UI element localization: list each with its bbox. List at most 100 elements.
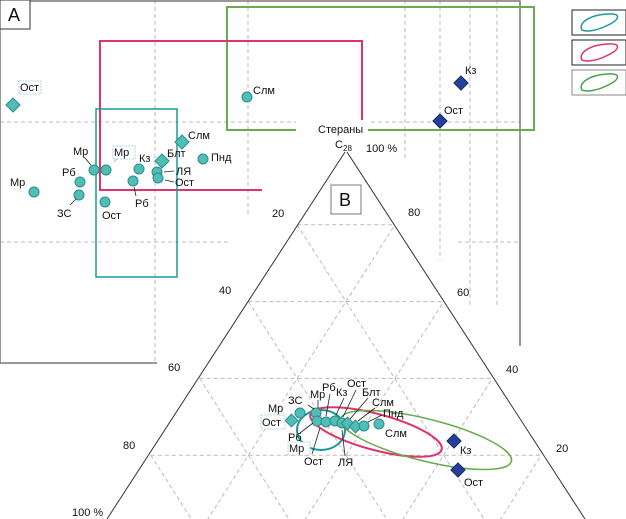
arrow [164,179,175,183]
point-label: Ост [102,210,121,222]
point-label: Ост [20,82,39,94]
point-label: Мр [73,146,88,158]
ternary-grid-line [207,224,396,519]
circle-point [152,172,164,184]
legend-box-teal [571,9,626,36]
circle-point [197,153,209,165]
pink-range-box [99,40,363,191]
point-label: Ост [464,477,483,489]
circle-point [358,420,370,432]
left-tick: 40 [219,285,231,297]
apex-label-bg [296,121,368,135]
apex-percent: 100 % [366,143,397,155]
legend-box-green [571,69,626,96]
panel-a: A Ост Мр Рб ЗС Мр Мр Ост Кз Рб Блт ЛЯ Ос… [0,0,535,364]
circle-point [88,164,100,176]
right-tick: 20 [556,443,568,455]
point-label: Мр [289,443,304,455]
arrow [311,427,321,455]
point-label: ЗС [288,395,303,407]
circle-point [241,91,253,103]
left-tick: 20 [272,208,284,220]
arrow [307,404,315,410]
point-label: Слм [385,428,407,440]
arrow [335,397,345,416]
arrow [325,393,331,417]
ternary-grid-line [296,224,485,519]
ternary-left-side [106,151,346,519]
point-label: Рб [322,382,336,394]
green-range-box [226,6,535,131]
point-label: Пнд [211,152,232,164]
arrow [133,186,137,197]
point-label: Слм [253,85,275,97]
circle-point [320,416,332,428]
diamond-point [450,462,466,478]
point-label: Мр [268,403,283,415]
point-label: ЗС [57,208,72,220]
arrow [299,422,314,434]
ternary-grid-line [500,454,542,519]
label-box [112,145,136,160]
left-tick: 80 [123,440,135,452]
diamond-point [446,433,462,449]
arrow [367,414,383,423]
label-box [287,441,311,456]
teal-ellipse [296,409,346,451]
diamond-point [174,134,190,150]
arrow [69,198,77,206]
point-label: ЛЯ [176,166,191,178]
diamond-point [348,419,363,434]
ternary-grid-line [150,454,192,519]
circle-point [373,418,385,430]
panel-a-label: A [8,5,20,25]
apex-sub-main: C [335,139,343,151]
point-label: Ост [175,177,194,189]
point-label: Ост [262,417,281,429]
right-tick: 40 [506,364,518,376]
green-ellipse [339,409,513,471]
point-label: Кз [465,65,476,77]
legend-contour-teal [580,13,619,32]
point-label: Блт [167,148,186,160]
diamond-point [5,97,21,113]
circle-point [127,175,139,187]
point-label: Мр [10,177,25,189]
panel-a-axes [0,0,521,363]
point-label: Слм [372,397,394,409]
ternary-grid [150,224,542,519]
circle-point [73,189,85,201]
circle-point [28,186,40,198]
panel-b: Стераны C 28 100 % B 20 40 60 80 100 % 8… [72,121,586,519]
point-label: Блт [362,387,381,399]
ternary-grid-line [199,378,290,519]
apex-sub-index: 28 [343,144,352,153]
ternary-grid-line [247,301,388,519]
circle-point [74,176,86,188]
ternary-grid-line [402,378,493,519]
legend-box-pink [571,39,626,66]
panel-b-label: B [339,190,351,210]
right-tick: 80 [408,207,420,219]
ternary-right-side [346,151,586,519]
arrow [357,407,376,422]
left-tick: 60 [168,362,180,374]
legend-contour-pink [580,43,619,62]
circle-point [100,164,112,176]
label-box [260,414,286,430]
arrow [349,397,369,420]
point-label: Ост [444,105,463,117]
diamond-point [284,413,299,428]
point-label: Кз [139,153,150,165]
circle-point [133,163,145,175]
circle-point [99,196,111,208]
diamond-point [453,75,469,91]
diamond-point [154,153,170,169]
arrow [342,389,357,418]
arrow [341,429,346,457]
legend-contour-green [580,73,619,92]
arrow [83,156,92,166]
point-label: Рб [62,167,76,179]
point-label: Пнд [383,408,404,420]
